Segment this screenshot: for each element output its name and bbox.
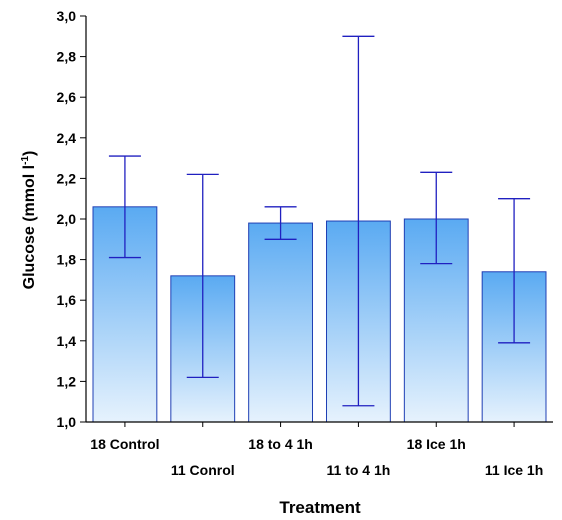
error-bars-layer (108, 35, 531, 407)
y-tick-label-5: 1,8 (57, 252, 77, 268)
x-tick-label-6: 11 Ice 1h (485, 462, 543, 478)
y-tick-label-3: 1,4 (57, 333, 77, 349)
x-tick-label-4: 11 to 4 1h (327, 462, 391, 478)
y-tick-label-4: 1,6 (57, 292, 77, 308)
x-tick-label-5: 18 Ice 1h (407, 436, 466, 452)
y-tick-label-7: 2,2 (57, 170, 77, 186)
bars-layer (92, 206, 547, 423)
y-tick-label-9: 2,6 (57, 89, 77, 105)
y-axis-title-main: Glucose (mmol l (21, 165, 38, 289)
x-tick-label-1: 18 Control (90, 436, 159, 452)
y-tick-label-2: 1,2 (57, 373, 77, 389)
y-axis-title-sup: -1 (20, 156, 31, 165)
x-tick-label-2: 11 Conrol (171, 462, 235, 478)
y-tick-label-10: 2,8 (57, 49, 77, 65)
x-axis-title: Treatment (279, 498, 361, 517)
y-axis-title-close: ) (21, 151, 38, 156)
y-tick-label-1: 1,0 (57, 414, 77, 430)
y-tick-label-11: 3,0 (57, 8, 77, 24)
x-tick-label-3: 18 to 4 1h (248, 436, 313, 452)
y-axis-title: Glucose (mmol l-1) (20, 151, 38, 290)
y-tick-label-8: 2,4 (57, 130, 77, 146)
y-tick-label-6: 2,0 (57, 211, 77, 227)
bar-3 (248, 222, 313, 423)
axes-layer (80, 15, 553, 427)
labels-layer: 18 Control 11 Conrol 18 to 4 1h 11 to 4 1h 1… (57, 8, 544, 478)
